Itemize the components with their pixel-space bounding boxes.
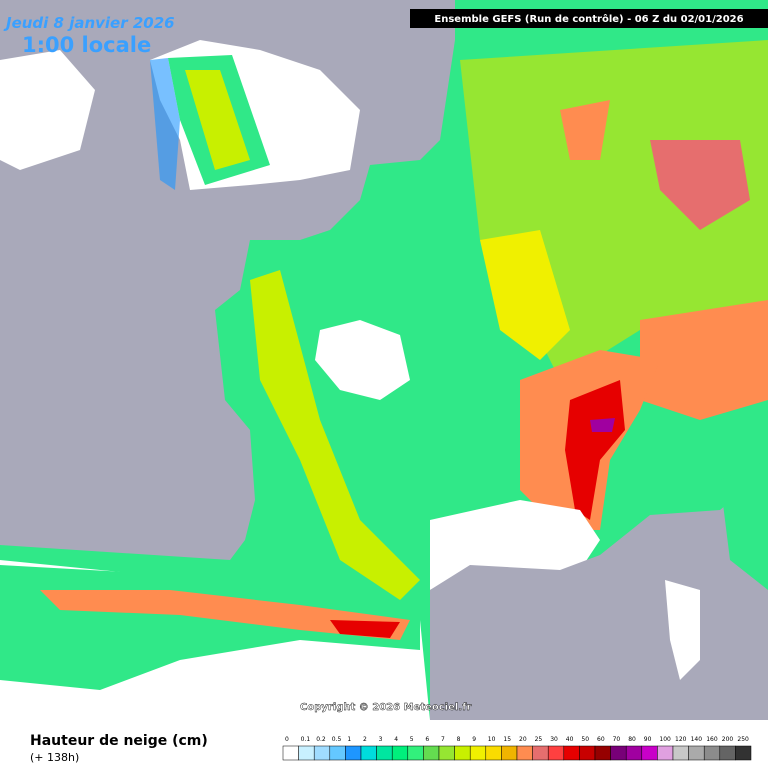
legend-swatch — [735, 745, 752, 761]
legend-swatch — [423, 745, 440, 761]
legend-swatch — [282, 745, 299, 761]
forecast-time: 1:00 locale — [22, 33, 151, 57]
snow-band — [560, 100, 610, 160]
legend-swatch — [610, 745, 627, 761]
legend-swatch — [547, 745, 565, 761]
legend-swatch — [313, 745, 331, 761]
legend-swatch — [345, 745, 362, 761]
legend-label: 140 — [691, 736, 703, 743]
legend-label: 30 — [550, 736, 558, 743]
legend-swatch — [672, 745, 689, 761]
copyright: Copyright © 2026 Meteociel.fr — [300, 702, 471, 713]
legend-swatch — [641, 745, 658, 761]
lead-time: (+ 138h) — [30, 751, 79, 764]
legend-swatch — [360, 745, 377, 761]
legend-label: 0.1 — [301, 736, 311, 743]
legend-swatch — [594, 745, 611, 761]
legend-swatch — [625, 745, 643, 761]
legend-swatch — [501, 745, 518, 761]
legend-label: 25 — [535, 736, 543, 743]
legend-swatch — [329, 745, 346, 761]
legend-swatch — [485, 745, 502, 761]
legend-swatch — [516, 745, 533, 761]
snow-band — [250, 270, 420, 600]
legend-label: 0.5 — [332, 736, 342, 743]
legend-label: 4 — [394, 736, 398, 743]
legend-label: 5 — [410, 736, 414, 743]
snow-band — [565, 380, 625, 520]
legend-label: 0.2 — [316, 736, 326, 743]
legend-label: 10 — [488, 736, 496, 743]
legend-title: Hauteur de neige (cm) — [30, 733, 208, 749]
legend-label: 60 — [597, 736, 605, 743]
snow-band — [150, 58, 180, 190]
legend-swatch — [703, 745, 721, 761]
legend-label: 160 — [706, 736, 718, 743]
legend-label: 40 — [566, 736, 574, 743]
legend-label: 50 — [581, 736, 589, 743]
snow-band — [40, 590, 410, 640]
legend-swatch — [563, 745, 580, 761]
legend-label: 200 — [722, 736, 734, 743]
legend-label: 20 — [519, 736, 527, 743]
legend-label: 6 — [425, 736, 429, 743]
legend-label: 250 — [737, 736, 749, 743]
snow-band — [640, 300, 768, 420]
corsica — [665, 580, 700, 680]
legend-swatch — [438, 745, 455, 761]
snow-band — [330, 620, 400, 638]
snow-band — [650, 140, 750, 230]
legend-label: 7 — [441, 736, 445, 743]
legend-swatch — [407, 745, 424, 761]
no-snow — [315, 320, 410, 400]
legend: 0 0.1 0.2 0.5 1 2 3 4 5 6 7 8 9 10 15 20 25 30 40 50 60 70 80 9… — [282, 736, 752, 761]
snow-band — [185, 70, 250, 170]
legend-swatch — [298, 745, 315, 761]
model-run: Ensemble GEFS (Run de contrôle) - 06 Z d… — [434, 13, 743, 25]
legend-label: 70 — [613, 736, 621, 743]
legend-swatch — [532, 745, 549, 761]
legend-label: 100 — [659, 736, 671, 743]
ireland — [0, 50, 95, 170]
legend-label: 120 — [675, 736, 687, 743]
snow-band — [720, 460, 768, 590]
legend-swatch — [657, 745, 674, 761]
legend-swatch — [454, 745, 471, 761]
legend-label: 9 — [472, 736, 476, 743]
legend-swatch — [579, 745, 596, 761]
snow-band — [480, 230, 570, 360]
legend-swatch — [469, 745, 487, 761]
forecast-date: Jeudi 8 janvier 2026 — [3, 14, 175, 32]
legend-swatch — [376, 745, 393, 761]
legend-label: 90 — [644, 736, 652, 743]
snow-band — [590, 418, 615, 432]
legend-label: 15 — [503, 736, 511, 743]
legend-label: 80 — [628, 736, 636, 743]
legend-label: 8 — [457, 736, 461, 743]
legend-swatch — [719, 745, 736, 761]
legend-swatch — [391, 745, 409, 761]
legend-label: 0 — [285, 736, 289, 743]
header-bar — [410, 9, 768, 28]
legend-label: 1 — [347, 736, 351, 743]
legend-label: 3 — [379, 736, 383, 743]
legend-label: 2 — [363, 736, 367, 743]
legend-swatch — [688, 745, 705, 761]
